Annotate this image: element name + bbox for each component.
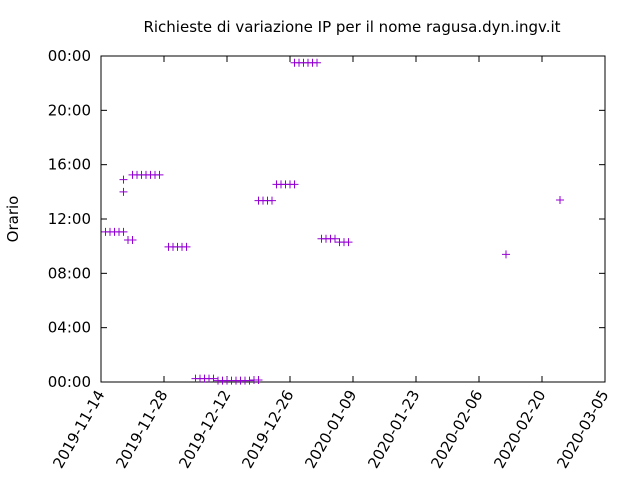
point <box>209 374 218 383</box>
x-tick-label: 2019-11-28 <box>112 387 171 472</box>
point <box>556 195 564 204</box>
point <box>245 376 254 385</box>
y-tick-label: 04:00 <box>48 319 91 337</box>
point <box>119 187 128 196</box>
point <box>268 196 276 205</box>
y-tick-label: 20:00 <box>48 101 91 119</box>
point <box>254 375 263 384</box>
y-tick-label: 12:00 <box>48 210 91 228</box>
x-tick-label: 2020-02-20 <box>490 387 549 472</box>
chart-title: Richieste di variazione IP per il nome r… <box>143 18 560 36</box>
point <box>128 236 137 245</box>
x-tick-label: 2019-11-14 <box>49 387 108 472</box>
point <box>290 180 299 189</box>
x-tick-label: 2019-12-26 <box>238 387 297 472</box>
point <box>119 227 128 236</box>
y-tick-label: 00:00 <box>48 373 91 391</box>
point <box>313 58 321 67</box>
point <box>155 170 164 179</box>
y-tick-label: 00:00 <box>48 47 91 65</box>
y-tick-label: 08:00 <box>48 264 91 282</box>
x-tick-label: 2019-12-12 <box>175 387 234 472</box>
x-tick-label: 2020-01-23 <box>364 387 423 472</box>
x-tick-label: 2020-01-09 <box>301 387 360 472</box>
point <box>502 250 510 259</box>
point <box>119 175 128 184</box>
y-tick-label: 16:00 <box>48 156 91 174</box>
point <box>331 234 339 243</box>
point <box>344 238 353 247</box>
plot-frame <box>100 55 606 383</box>
point <box>182 242 191 251</box>
x-tick-label: 2020-02-06 <box>427 387 486 472</box>
y-axis-label: Orario <box>4 196 22 243</box>
x-tick-label: 2020-03-05 <box>553 387 612 472</box>
